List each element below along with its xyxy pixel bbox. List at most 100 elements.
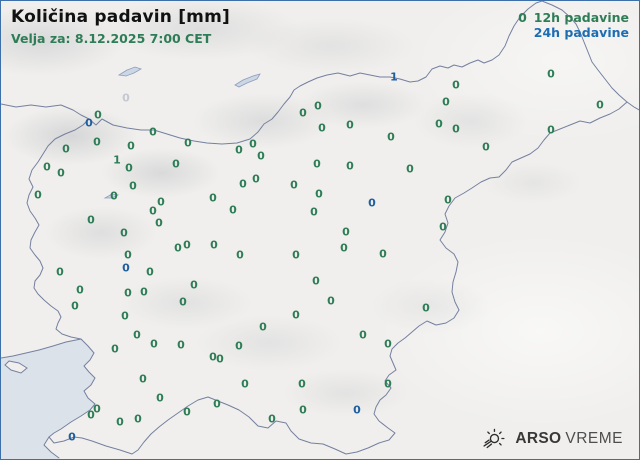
station-value-12h: 0 xyxy=(127,139,135,153)
station-value-12h: 0 xyxy=(239,177,247,191)
station-value-12h: 0 xyxy=(310,205,318,219)
station-value-12h: 0 xyxy=(156,391,164,405)
station-value-12h: 0 xyxy=(384,337,392,351)
station-value-24h: 0 xyxy=(68,430,76,444)
station-value-12h: 0 xyxy=(124,248,132,262)
page-title: Količina padavin [mm] xyxy=(11,7,230,27)
station-value-12h: 0 xyxy=(252,172,260,186)
station-value-12h: 0 xyxy=(184,136,192,150)
station-value-12h: 0 xyxy=(149,125,157,139)
station-value-12h: 0 xyxy=(210,238,218,252)
croatia-hungary-border-path xyxy=(626,101,639,111)
station-value-12h: 0 xyxy=(292,308,300,322)
station-value-12h: 0 xyxy=(422,301,430,315)
station-value-12h: 0 xyxy=(312,274,320,288)
station-value-12h: 0 xyxy=(71,299,79,313)
station-value-12h: 0 xyxy=(249,137,257,151)
station-value-12h: 0 xyxy=(241,377,249,391)
station-value-12h: 0 xyxy=(213,397,221,411)
legend: 0 12h padavine 24h padavine xyxy=(518,10,629,40)
station-value-12h: 0 xyxy=(435,117,443,131)
station-value-12h: 0 xyxy=(177,338,185,352)
station-value-12h: 0 xyxy=(183,405,191,419)
station-value-12h: 0 xyxy=(236,248,244,262)
station-value-12h: 0 xyxy=(406,162,414,176)
station-value-12h: 0 xyxy=(482,140,490,154)
station-value-12h: 0 xyxy=(129,179,137,193)
station-value-24h: 0 xyxy=(85,116,93,130)
station-value-12h: 0 xyxy=(299,106,307,120)
station-value-24h: 0 xyxy=(368,196,376,210)
station-value-12h: 0 xyxy=(327,294,335,308)
station-value-12h: 0 xyxy=(444,193,452,207)
valid-time-label: Velja za: 8.12.2025 7:00 CET xyxy=(11,31,212,46)
station-value-12h: 0 xyxy=(384,377,392,391)
trieste-peninsula xyxy=(4,360,28,374)
station-value-12h: 0 xyxy=(315,187,323,201)
slovenia-italy-border-path xyxy=(26,118,90,340)
station-value-12h: 0 xyxy=(57,166,65,180)
arso-vreme-logo: ARSO VREME xyxy=(482,427,623,450)
station-value-12h: 0 xyxy=(139,372,147,386)
lake-bohinj xyxy=(103,193,120,199)
station-value-12h: 0 xyxy=(596,98,604,112)
station-value-12h: 1 xyxy=(113,153,121,167)
station-value-12h: 0 xyxy=(124,286,132,300)
station-value-12h: 0 xyxy=(209,191,217,205)
station-value-12h: 0 xyxy=(547,123,555,137)
map-header: Količina padavin [mm] Velja za: 8.12.202… xyxy=(11,7,230,46)
station-value-12h: 0 xyxy=(314,99,322,113)
station-value-12h: 0 xyxy=(125,161,133,175)
station-value-12h: 0 xyxy=(134,412,142,426)
station-value-12h: 0 xyxy=(133,328,141,342)
station-value-12h: 0 xyxy=(93,402,101,416)
station-value-12h: 0 xyxy=(346,118,354,132)
station-value-12h: 0 xyxy=(34,188,42,202)
slovenia-hungary-border-path xyxy=(541,1,628,103)
station-value-12h: 0 xyxy=(313,157,321,171)
station-value-12h: 0 xyxy=(452,78,460,92)
station-value-12h: 0 xyxy=(299,403,307,417)
sun-sketch-icon xyxy=(483,428,505,449)
station-value-12h: 0 xyxy=(146,265,154,279)
station-value-12h: 0 xyxy=(87,213,95,227)
station-value-12h: 0 xyxy=(379,247,387,261)
station-value-12h: 0 xyxy=(120,226,128,240)
legend-24h-label: 24h padavine xyxy=(533,25,629,40)
station-value-12h: 0 xyxy=(56,265,64,279)
station-value-12h: 0 xyxy=(209,350,217,364)
station-value-12h: 0 xyxy=(452,122,460,136)
slovenia-border-north-path xyxy=(88,1,543,145)
station-value-12h: 0 xyxy=(387,130,395,144)
lake-woerthersee xyxy=(234,73,261,88)
station-value-12h: 0 xyxy=(268,412,276,426)
station-value-12h: 0 xyxy=(179,295,187,309)
station-value-12h: 0 xyxy=(140,285,148,299)
station-value-12h: 0 xyxy=(259,320,267,334)
brand-org: ARSO xyxy=(515,429,562,447)
brand-product: VREME xyxy=(565,429,623,447)
legend-12h-label: 12h padavine xyxy=(533,10,629,25)
station-value-12h: 0 xyxy=(172,157,180,171)
station-value-12h: 0 xyxy=(342,225,350,239)
station-value-12h: 0 xyxy=(43,160,51,174)
station-value-12h: 0 xyxy=(340,241,348,255)
station-value-12h: 0 xyxy=(229,203,237,217)
station-value-12h: 0 xyxy=(235,143,243,157)
coastline-path xyxy=(1,338,96,459)
station-value-12h: 0 xyxy=(359,328,367,342)
station-value-12h: 0 xyxy=(547,67,555,81)
station-value-12h: 0 xyxy=(155,216,163,230)
station-value-12h: 0 xyxy=(76,283,84,297)
italy-austria-border-path xyxy=(1,103,90,120)
lake-austria-small xyxy=(117,66,142,77)
station-value-12h: 0 xyxy=(174,241,182,255)
station-value-12h: 0 xyxy=(183,238,191,252)
station-value-12h: 0 xyxy=(346,159,354,173)
station-value-12h: 0 xyxy=(94,108,102,122)
station-value-12h: 0 xyxy=(290,178,298,192)
station-value-12h: 0 xyxy=(62,142,70,156)
